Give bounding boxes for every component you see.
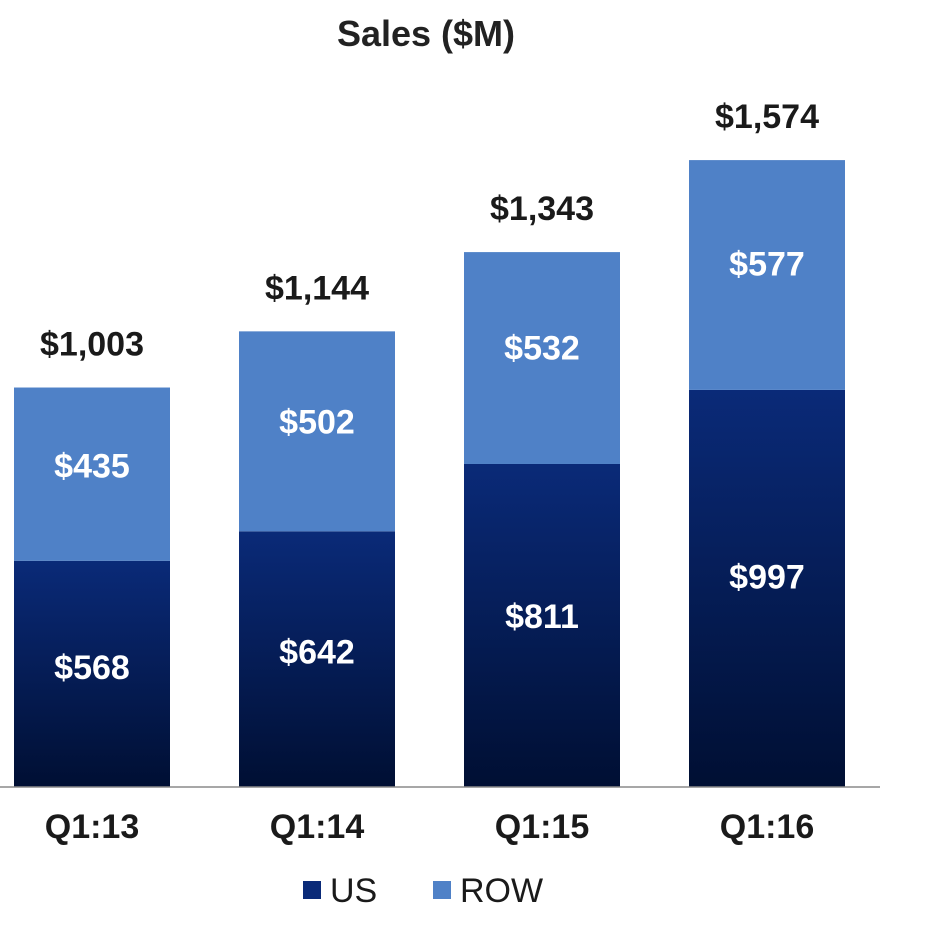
bar-row-Q1:15 — [464, 252, 620, 464]
label-us-Q1:13: $568 — [54, 649, 130, 687]
legend-swatch-row — [433, 881, 451, 899]
legend: US ROW — [303, 872, 543, 910]
label-us-Q1:15: $811 — [505, 598, 579, 636]
x-tick-labels: Q1:13 Q1:14 Q1:15 Q1:16 — [45, 808, 815, 846]
legend-swatch-us — [303, 881, 321, 899]
x-tick-Q1:14: Q1:14 — [270, 808, 365, 846]
label-total-Q1:14: $1,144 — [265, 269, 369, 307]
label-row-Q1:16: $577 — [729, 246, 805, 284]
bar-row-Q1:13 — [14, 387, 170, 561]
x-tick-Q1:15: Q1:15 — [495, 808, 590, 846]
bar-us-Q1:14 — [239, 531, 395, 787]
chart-title: Sales ($M) — [337, 13, 515, 54]
bar-us-Q1:16 — [689, 389, 845, 787]
label-total-Q1:13: $1,003 — [40, 326, 144, 364]
label-total-Q1:16: $1,574 — [715, 98, 819, 136]
x-tick-Q1:16: Q1:16 — [720, 808, 815, 846]
bars-layer — [14, 160, 845, 787]
label-row-Q1:13: $435 — [54, 447, 130, 485]
bar-us-Q1:15 — [464, 463, 620, 787]
legend-label-us: US — [330, 872, 377, 910]
label-row-Q1:14: $502 — [279, 403, 355, 441]
labels-layer: $568 $435 $1,003 $642 $502 $1,144 $811 $532 $1,3… — [40, 98, 819, 687]
bar-row-Q1:16 — [689, 160, 845, 390]
label-row-Q1:15: $532 — [504, 329, 580, 367]
bar-us-Q1:13 — [14, 560, 170, 787]
label-us-Q1:14: $642 — [279, 633, 355, 671]
x-tick-Q1:13: Q1:13 — [45, 808, 140, 846]
label-us-Q1:16: $997 — [729, 559, 805, 597]
label-total-Q1:15: $1,343 — [490, 190, 594, 228]
bar-row-Q1:14 — [239, 331, 395, 532]
legend-label-row: ROW — [460, 872, 543, 910]
